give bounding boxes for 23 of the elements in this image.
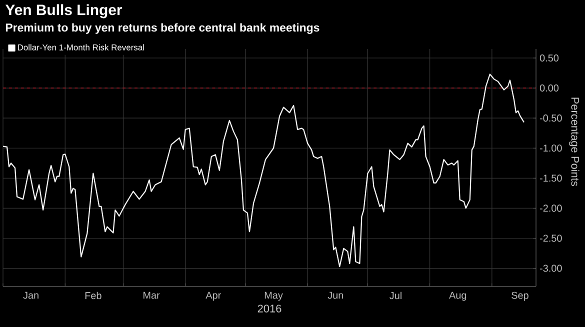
x-tick-label: May: [264, 292, 283, 301]
y-axis-title: Percentage Points: [569, 98, 580, 186]
y-tick-label: -0.50: [540, 114, 562, 122]
x-tick-label: Apr: [206, 292, 221, 301]
line-series: [3, 74, 525, 268]
x-tick-label: Jul: [390, 292, 402, 300]
y-tick-label: -2.50: [540, 234, 562, 242]
y-tick-label: -3.00: [540, 264, 562, 272]
x-tick-label: Sep: [512, 292, 528, 301]
legend-label: Dollar-Yen 1-Month Risk Reversal: [18, 44, 144, 50]
x-tick-label: Aug: [449, 292, 466, 301]
x-tick-label: Jan: [23, 292, 38, 299]
chart-subtitle: Premium to buy yen returns before central bank meetings: [6, 23, 320, 34]
y-tick-label: -2.00: [540, 204, 562, 212]
chart-title: Yen Bulls Linger: [5, 4, 122, 18]
y-tick-label: -1.50: [540, 174, 562, 182]
x-tick-label: Mar: [144, 292, 160, 299]
y-tick-label: -1.00: [540, 144, 562, 152]
y-tick-label: 0.00: [540, 84, 559, 92]
x-axis-title: 2016: [258, 304, 282, 312]
x-tick-label: Jun: [328, 292, 344, 299]
x-tick-label: Feb: [85, 292, 102, 300]
y-tick-label: 0.50: [540, 54, 559, 62]
